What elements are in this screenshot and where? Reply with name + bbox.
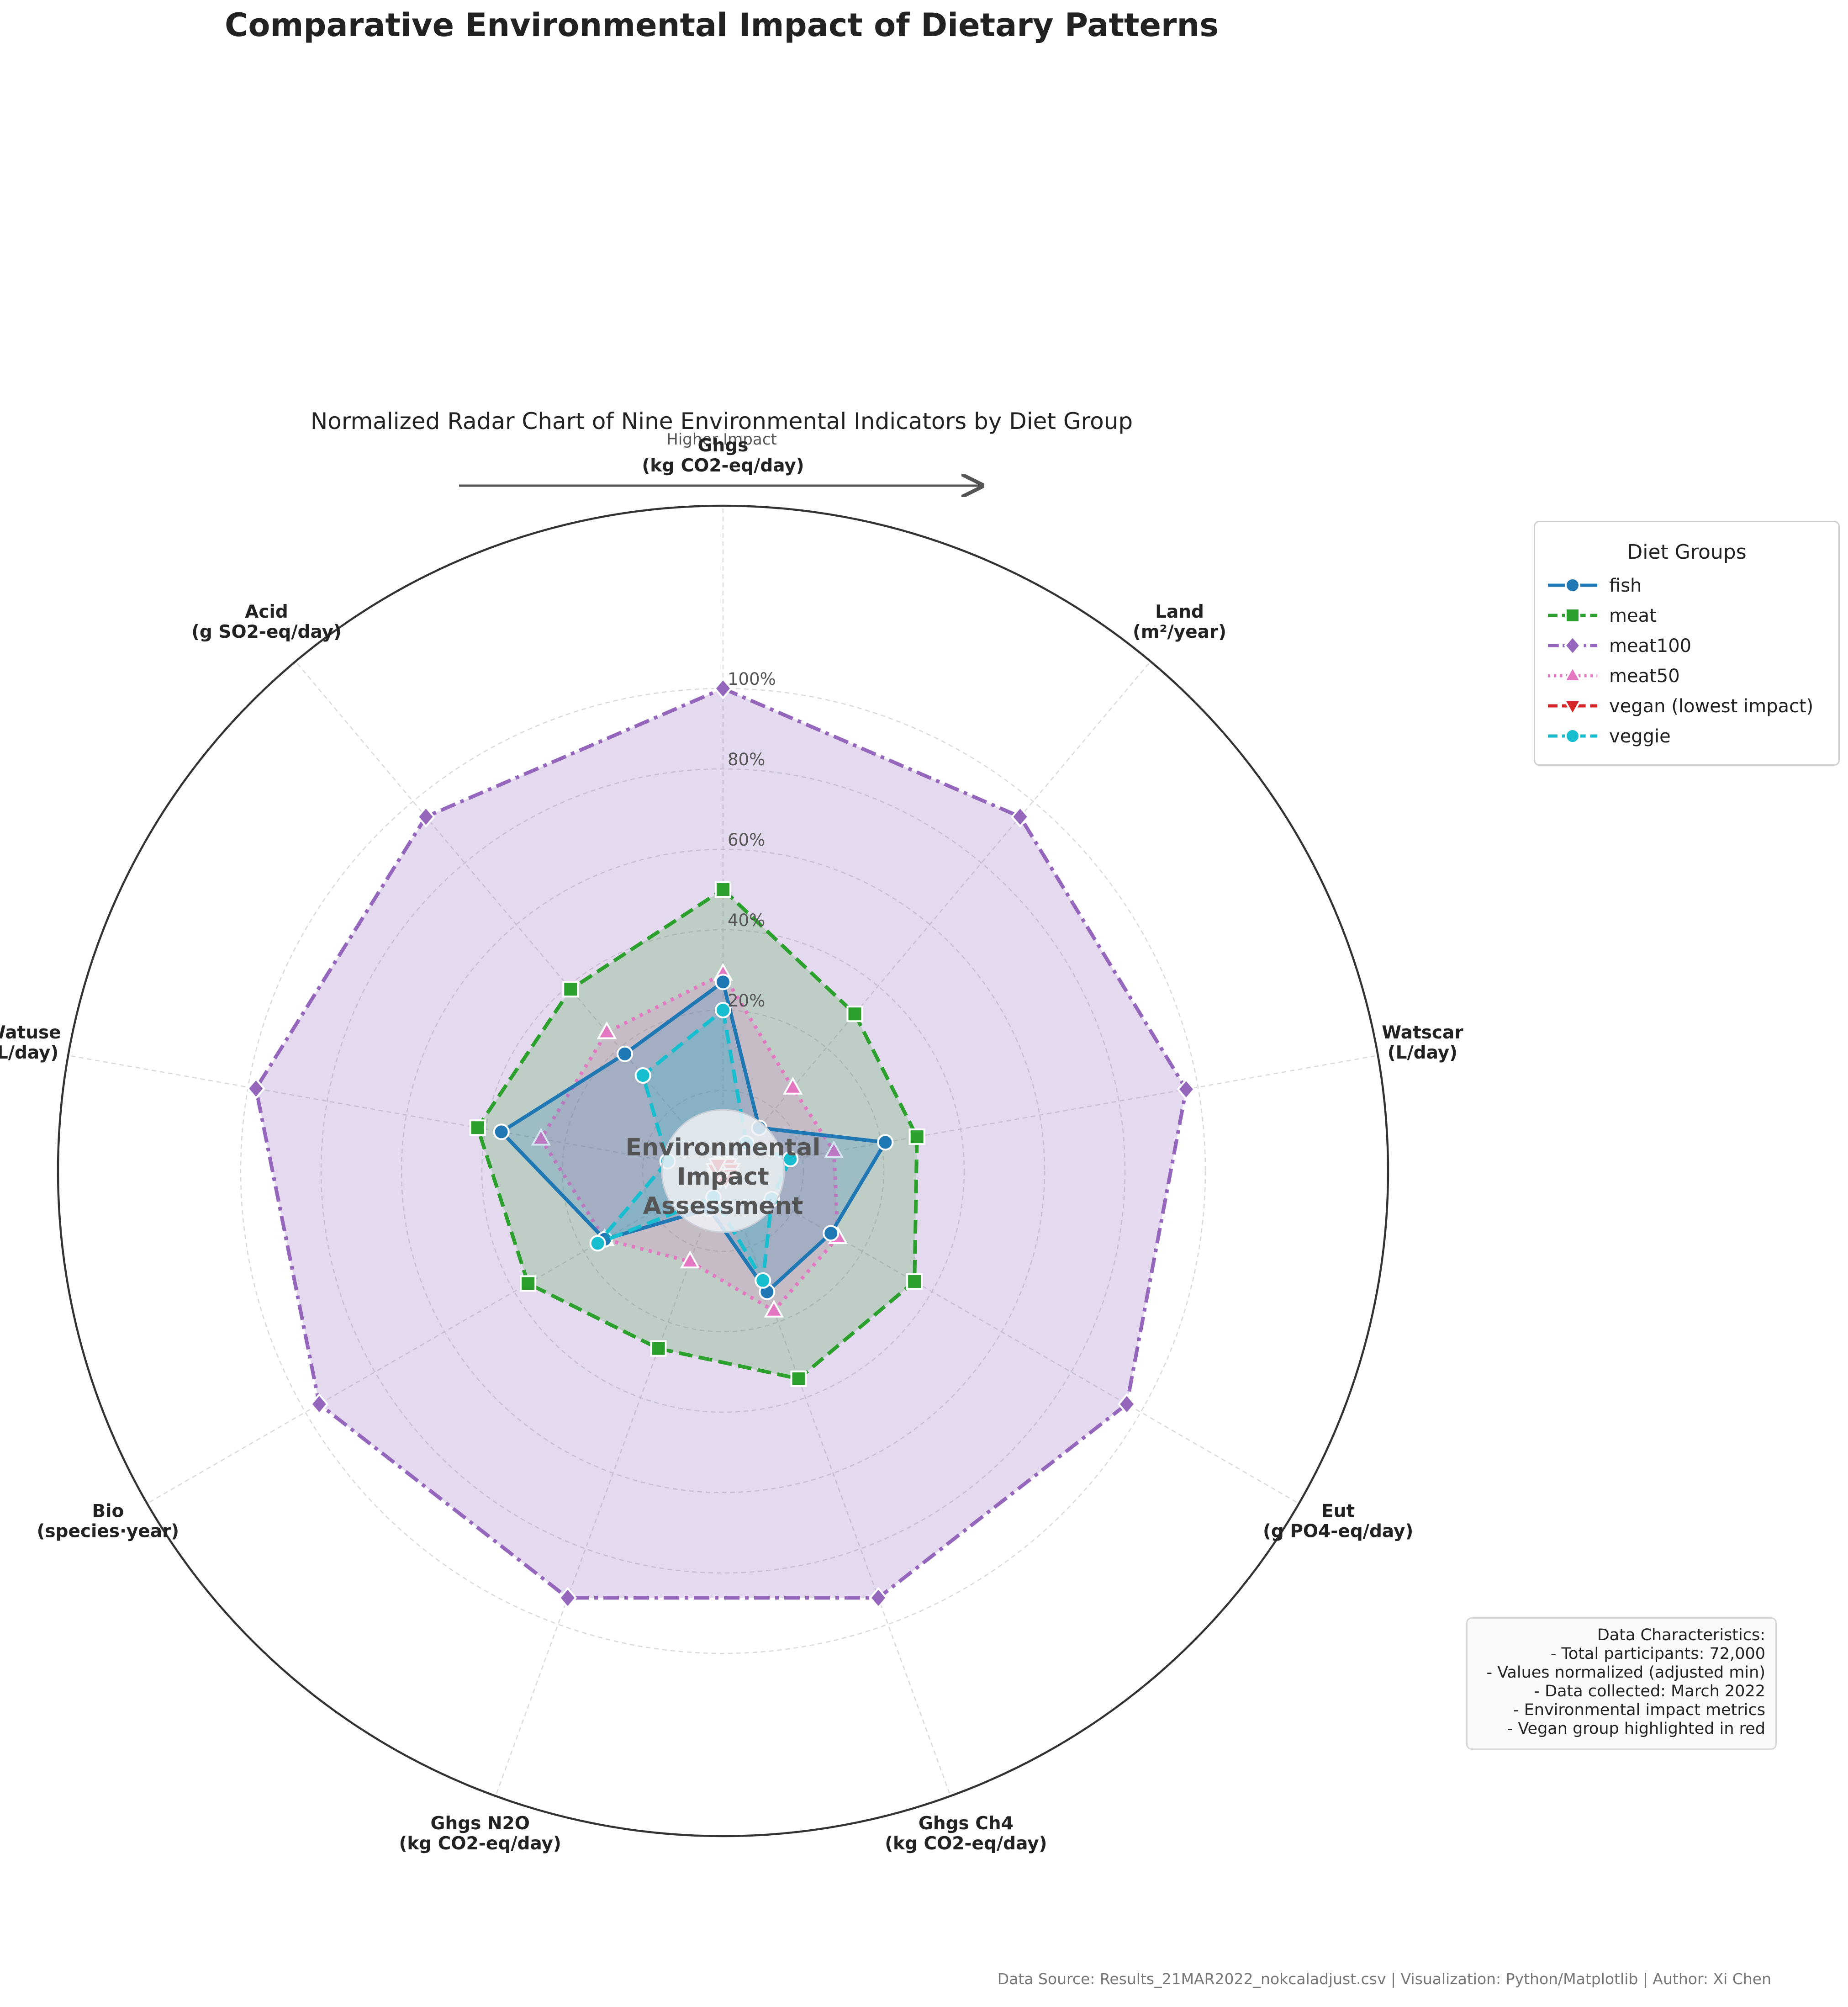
radar-spoke xyxy=(68,1054,723,1172)
data-point-meat50 xyxy=(764,1299,784,1318)
radar-outer-circle xyxy=(57,504,1389,1838)
radial-tick-label: 60% xyxy=(728,830,765,850)
radar-grid-circle xyxy=(642,1090,804,1252)
legend-label: meat50 xyxy=(1609,666,1680,687)
legend: Diet Groups fish meat meat100 meat50 vegan (… xyxy=(1534,521,1840,766)
data-point-meat50 xyxy=(782,1076,803,1095)
info-line: - Environmental impact metrics xyxy=(1513,1701,1765,1719)
data-point-veggie xyxy=(755,1272,771,1289)
data-point-meat xyxy=(790,1370,807,1387)
axis-label-7: Watuse(L/day) xyxy=(0,1022,61,1063)
axis-label-5: Ghgs N2O (kg CO2-eq/day) xyxy=(399,1813,561,1854)
data-point-veggie xyxy=(589,1235,606,1252)
radial-tick-label: 20% xyxy=(728,991,765,1011)
legend-item: meat50 xyxy=(1545,662,1837,689)
data-point-meat xyxy=(469,1119,486,1136)
legend-title: Diet Groups xyxy=(1627,540,1747,564)
data-point-fish xyxy=(823,1225,840,1242)
data-point-meat100 xyxy=(869,1587,888,1609)
info-line: - Vegan group highlighted in red xyxy=(1507,1720,1765,1738)
radar-spoke xyxy=(147,1170,723,1504)
series-line-fish xyxy=(499,980,887,1294)
data-point-meat xyxy=(846,1006,863,1022)
chart-title: Comparative Environmental Impact of Diet… xyxy=(225,6,1219,44)
data-point-meat100 xyxy=(1177,1078,1196,1101)
data-point-fish xyxy=(877,1134,894,1151)
legend-item: fish xyxy=(1545,572,1837,599)
data-point-fish xyxy=(715,974,731,990)
legend-swatch-meat50 xyxy=(1548,665,1597,682)
legend-swatch-meat xyxy=(1548,608,1597,623)
axis-label-4: Ghgs Ch4 (kg CO2-eq/day) xyxy=(885,1813,1047,1854)
center-label: Assessment xyxy=(643,1192,803,1220)
chart-subtitle: Normalized Radar Chart of Nine Environme… xyxy=(310,408,1133,434)
data-point-meat xyxy=(906,1273,923,1290)
axis-label-1: Land (m²/year) xyxy=(1133,602,1226,642)
radial-tick-label: 100% xyxy=(728,669,776,689)
data-point-meat100 xyxy=(1117,1393,1136,1415)
axis-label-8: Acid (g SO2-eq/day) xyxy=(191,602,342,642)
data-point-fish xyxy=(493,1123,510,1140)
footer-source: Data Source: Results_21MAR2022_nokcaladj… xyxy=(997,1970,1771,1988)
legend-swatch-meat100 xyxy=(1548,635,1597,656)
data-point-fish xyxy=(617,1045,634,1062)
data-point-meat50 xyxy=(824,1140,844,1159)
legend-label: meat100 xyxy=(1609,635,1692,657)
data-point-meat100 xyxy=(247,1077,265,1100)
legend-label: meat xyxy=(1609,605,1657,626)
center-label: Impact xyxy=(677,1163,769,1191)
data-point-meat xyxy=(650,1340,667,1357)
data-point-meat100 xyxy=(310,1393,329,1415)
data-point-meat xyxy=(715,881,731,898)
radial-tick-label: 80% xyxy=(728,750,765,769)
data-point-veggie xyxy=(715,1002,731,1018)
data-point-meat100 xyxy=(558,1587,577,1609)
info-line: - Values normalized (adjusted min) xyxy=(1486,1663,1765,1682)
center-label: Environmental xyxy=(626,1134,821,1161)
info-line: - Total participants: 72,000 xyxy=(1550,1645,1765,1663)
legend-item: meat100 xyxy=(1545,632,1837,659)
radar-spoke xyxy=(295,661,723,1171)
data-point-meat50 xyxy=(531,1128,551,1146)
data-point-meat xyxy=(520,1275,537,1292)
data-point-meat100 xyxy=(1011,805,1030,828)
data-point-meat xyxy=(562,981,579,998)
axis-label-0: Ghgs (kg CO2-eq/day) xyxy=(642,435,804,476)
data-point-meat50 xyxy=(680,1250,700,1269)
series-line-meat xyxy=(475,888,919,1381)
info-line: Data Characteristics: xyxy=(1597,1626,1765,1644)
radial-tick-label: 40% xyxy=(728,911,765,930)
data-point-meat xyxy=(908,1128,925,1145)
legend-item: veggie xyxy=(1545,722,1837,750)
legend-item: vegan (lowest impact) xyxy=(1545,692,1837,720)
axis-label-2: Watscar (L/day) xyxy=(1382,1022,1463,1063)
legend-label: veggie xyxy=(1609,726,1671,747)
legend-swatch-vegan xyxy=(1548,699,1597,716)
data-point-veggie xyxy=(634,1067,651,1084)
legend-label: fish xyxy=(1609,575,1642,596)
series-line-meat100 xyxy=(254,687,1188,1600)
radar-spoke xyxy=(495,1170,724,1796)
axis-label-3: Eut (g PO4-eq/day) xyxy=(1263,1501,1413,1542)
axis-label-6: Bio (species·year) xyxy=(37,1501,180,1542)
info-line: - Data collected: March 2022 xyxy=(1534,1682,1765,1700)
data-point-meat100 xyxy=(417,805,435,828)
radar-spoke xyxy=(723,1170,1299,1504)
data-point-meat100 xyxy=(713,678,733,699)
radar-grid-circle xyxy=(320,768,1126,1574)
center-badge xyxy=(661,1109,785,1233)
higher-impact-label: Higher Impact xyxy=(666,430,777,449)
legend-item: meat xyxy=(1545,602,1837,629)
legend-swatch-fish xyxy=(1548,577,1597,593)
data-point-meat50 xyxy=(597,1021,617,1039)
legend-label: vegan (lowest impact) xyxy=(1609,696,1814,717)
data-characteristics-box: Data Characteristics: - Total participan… xyxy=(1466,1617,1777,1750)
legend-swatch-veggie xyxy=(1548,728,1597,744)
